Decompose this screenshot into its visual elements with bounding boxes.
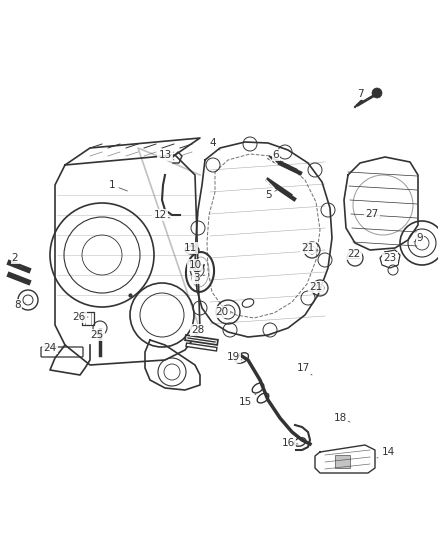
Text: 16: 16 — [281, 438, 298, 448]
Text: 17: 17 — [297, 363, 312, 375]
Text: 25: 25 — [90, 330, 104, 340]
Text: 21: 21 — [301, 243, 316, 253]
Text: 13: 13 — [159, 150, 174, 160]
Text: 18: 18 — [333, 413, 350, 423]
Text: 23: 23 — [383, 253, 397, 263]
Text: 27: 27 — [365, 209, 380, 219]
Text: 15: 15 — [238, 394, 256, 407]
Text: 20: 20 — [215, 307, 231, 317]
Text: 10: 10 — [188, 260, 204, 270]
Text: 12: 12 — [153, 210, 170, 220]
Text: 1: 1 — [109, 180, 127, 191]
Text: 6: 6 — [273, 150, 283, 162]
Text: 5: 5 — [265, 190, 277, 200]
Text: 19: 19 — [226, 352, 242, 362]
Text: 3: 3 — [193, 273, 205, 283]
Bar — [335, 455, 350, 468]
Text: 4: 4 — [210, 138, 220, 150]
Circle shape — [372, 88, 382, 98]
Text: 21: 21 — [309, 282, 323, 292]
Text: 8: 8 — [15, 300, 25, 310]
Text: 9: 9 — [414, 233, 423, 243]
Text: 11: 11 — [184, 243, 198, 253]
Text: 22: 22 — [347, 249, 360, 259]
Text: 24: 24 — [43, 343, 58, 353]
Text: 2: 2 — [12, 253, 22, 268]
Text: 28: 28 — [191, 325, 207, 338]
Text: 26: 26 — [72, 312, 88, 322]
Text: 7: 7 — [357, 89, 368, 100]
Text: 14: 14 — [377, 447, 395, 458]
